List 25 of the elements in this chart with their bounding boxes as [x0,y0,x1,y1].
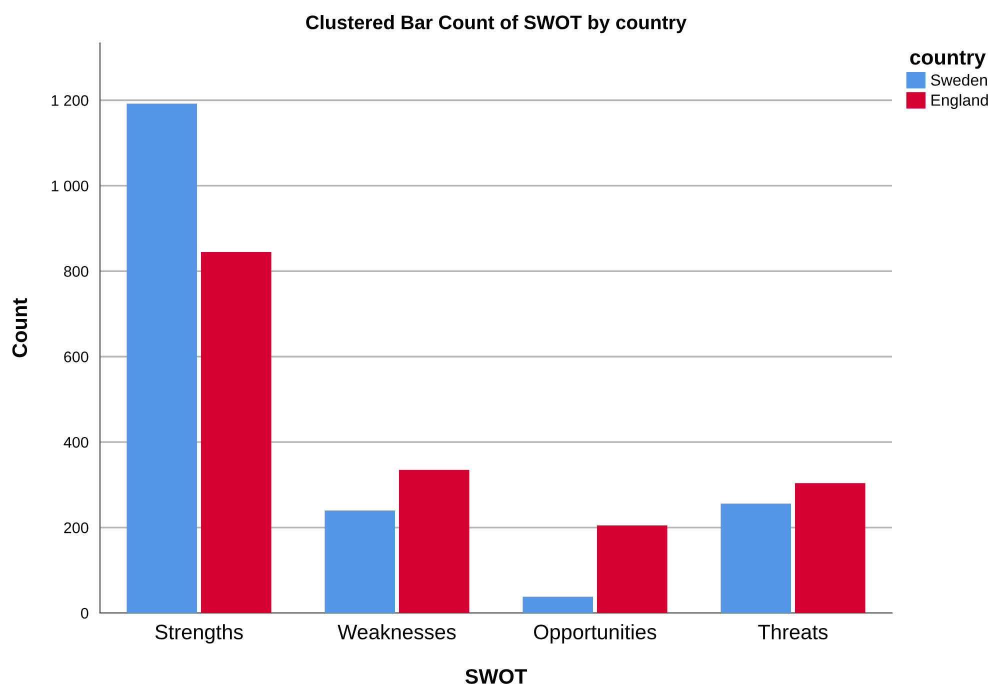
y-tick-label: 400 [64,436,88,448]
legend-label: Sweden [930,74,987,86]
y-tick-label: 0 [80,608,88,619]
bar [794,483,866,613]
x-tick-label: Strengths [155,624,243,644]
y-axis-title: Count [12,298,28,358]
bar [324,510,396,613]
x-tick-label: Weaknesses [338,624,456,640]
bar [126,104,198,613]
chart-title: Clustered Bar Count of SWOT by country [306,15,687,34]
y-tick-label: 1 000 [52,180,88,192]
y-tick-label: 600 [64,351,88,362]
y-tick-label: 200 [64,522,88,534]
x-tick-label: Threats [758,624,828,640]
x-axis-title: SWOT [465,669,528,684]
bar [200,252,272,613]
bar [522,596,594,613]
bar [596,525,668,613]
legend-title: country [910,50,986,69]
bar [398,470,470,613]
y-tick-label: 800 [64,266,88,277]
bar [720,504,792,613]
x-tick-label: Opportunities [534,624,656,644]
legend-label: England [932,94,988,109]
y-tick-label: 1 200 [52,95,88,106]
